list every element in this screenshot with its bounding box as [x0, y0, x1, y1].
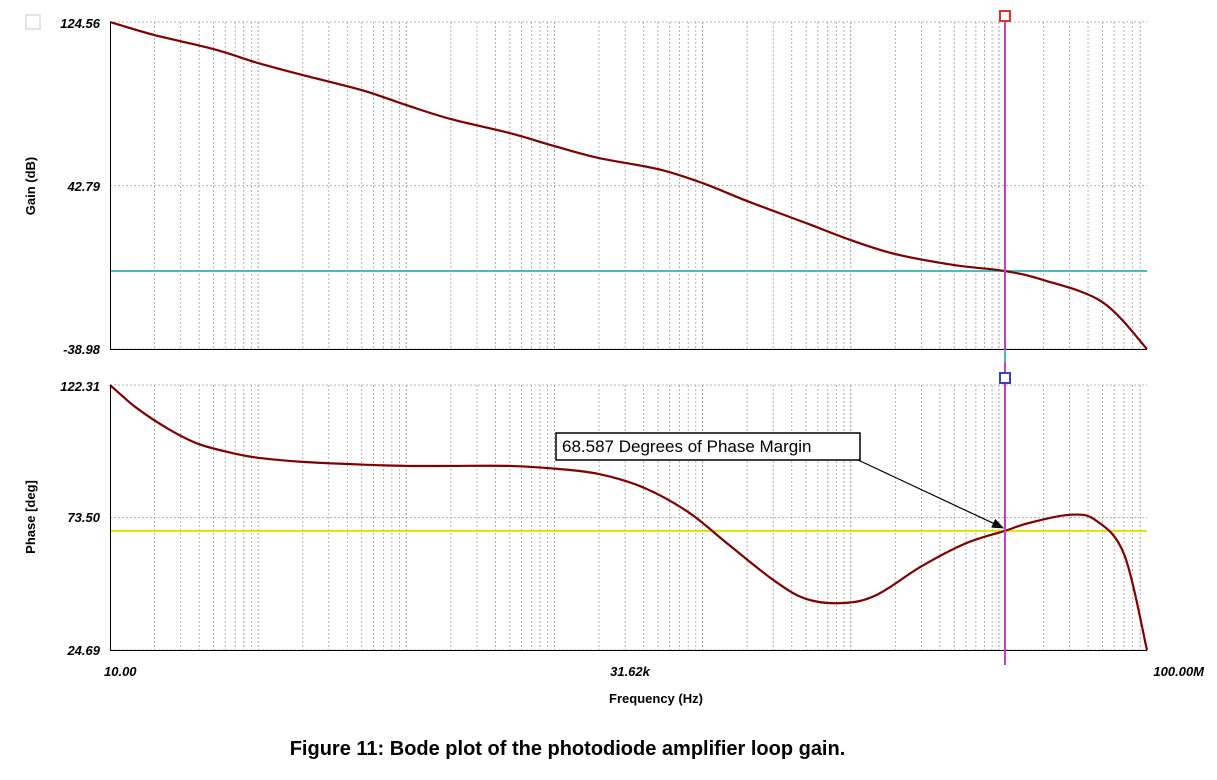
bode-figure: 124.56 42.79 -38.98 Gain (dB) 122.31 73.…	[23, 10, 1205, 706]
cursor-marker-gain[interactable]	[998, 10, 1011, 22]
phase-axis-title: Phase [deg]	[23, 480, 38, 554]
cursor-marker-phase[interactable]	[998, 372, 1011, 384]
frequency-cursor[interactable]	[998, 10, 1011, 665]
xtick-right: 100.00M	[1153, 664, 1205, 679]
phase-panel: 122.31 73.50 24.69 Phase [deg] 10.00 31.…	[23, 379, 1205, 706]
phase-margin-annotation: 68.587 Degrees of Phase Margin	[555, 432, 1005, 529]
legend-swatch	[25, 14, 41, 30]
phase-ytick-top: 122.31	[60, 379, 100, 394]
gain-ytick-bottom: -38.98	[63, 342, 101, 357]
gain-ytick-mid: 42.79	[66, 179, 100, 194]
phase-ytick-mid: 73.50	[67, 510, 100, 525]
gain-trace	[109, 20, 1148, 350]
annotation-arrow	[857, 459, 1005, 529]
x-axis-title: Frequency (Hz)	[609, 691, 703, 706]
annotation-text: 68.587 Degrees of Phase Margin	[562, 437, 812, 456]
gain-panel: 124.56 42.79 -38.98 Gain (dB)	[23, 16, 1148, 357]
xtick-mid: 31.62k	[610, 664, 651, 679]
annotation-box	[555, 432, 861, 461]
gain-ytick-top: 124.56	[60, 16, 101, 31]
xtick-left: 10.00	[104, 664, 137, 679]
phase-ytick-bottom: 24.69	[66, 643, 100, 658]
phase-trace	[109, 384, 1149, 651]
figure-caption: Figure 11: Bode plot of the photodiode a…	[289, 738, 846, 760]
gain-axis-title: Gain (dB)	[23, 157, 38, 216]
